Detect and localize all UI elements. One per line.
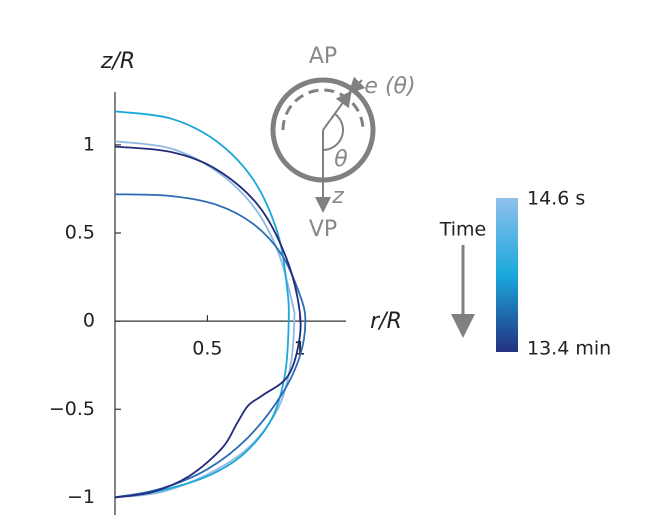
inset-label: VP — [309, 217, 337, 242]
inset-label: θ — [334, 147, 348, 172]
y-tick-label: 0.5 — [65, 222, 95, 244]
y-tick-label: −0.5 — [49, 398, 95, 420]
y-axis-label: z/R — [100, 49, 135, 74]
x-axis-label: r/R — [370, 309, 402, 334]
colorbar: Time 14.6 s 13.4 min — [439, 188, 611, 360]
curve — [114, 193, 307, 499]
colorbar-title: Time — [439, 219, 487, 241]
colorbar-label: 13.4 min — [527, 338, 611, 360]
inset-label: z — [331, 184, 344, 209]
y-tick-label: 1 — [83, 133, 95, 155]
curve — [114, 110, 290, 499]
colorbar-label: 14.6 s — [527, 188, 585, 210]
x-tick-label: 0.5 — [192, 338, 222, 360]
inset-label: AP — [309, 44, 337, 69]
curve — [114, 145, 302, 499]
inset-label: e (θ) — [364, 74, 415, 99]
colorbar-gradient — [496, 198, 518, 352]
y-tick-label: −1 — [67, 486, 95, 508]
y-tick-label: 0 — [83, 310, 95, 332]
curve — [114, 140, 296, 499]
inset-diagram: AP VP e (θ) θ z — [270, 44, 416, 242]
